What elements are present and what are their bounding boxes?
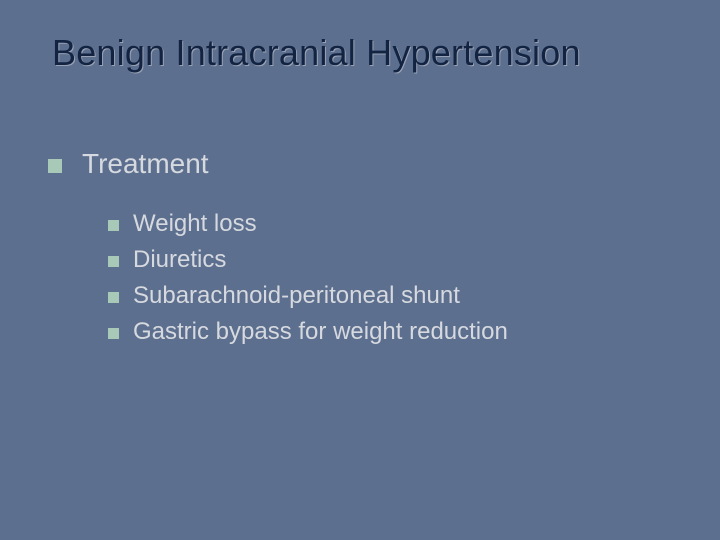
bullet-level2: Diuretics [108,246,226,274]
bullet-level2: Gastric bypass for weight reduction [108,318,508,346]
bullet-level1-text: Treatment [82,148,209,180]
bullet-level2: Weight loss [108,210,257,238]
square-bullet-icon [108,220,119,231]
slide: Benign Intracranial Hypertension Treatme… [0,0,720,540]
bullet-level1: Treatment [48,148,209,180]
bullet-level2-text: Diuretics [133,246,226,274]
slide-title: Benign Intracranial Hypertension [52,32,680,74]
square-bullet-icon [108,256,119,267]
square-bullet-icon [108,328,119,339]
bullet-level2-text: Weight loss [133,210,257,238]
square-bullet-icon [108,292,119,303]
bullet-level2-text: Subarachnoid-peritoneal shunt [133,282,460,310]
square-bullet-icon [48,159,62,173]
bullet-level2-text: Gastric bypass for weight reduction [133,318,508,346]
bullet-level2: Subarachnoid-peritoneal shunt [108,282,460,310]
